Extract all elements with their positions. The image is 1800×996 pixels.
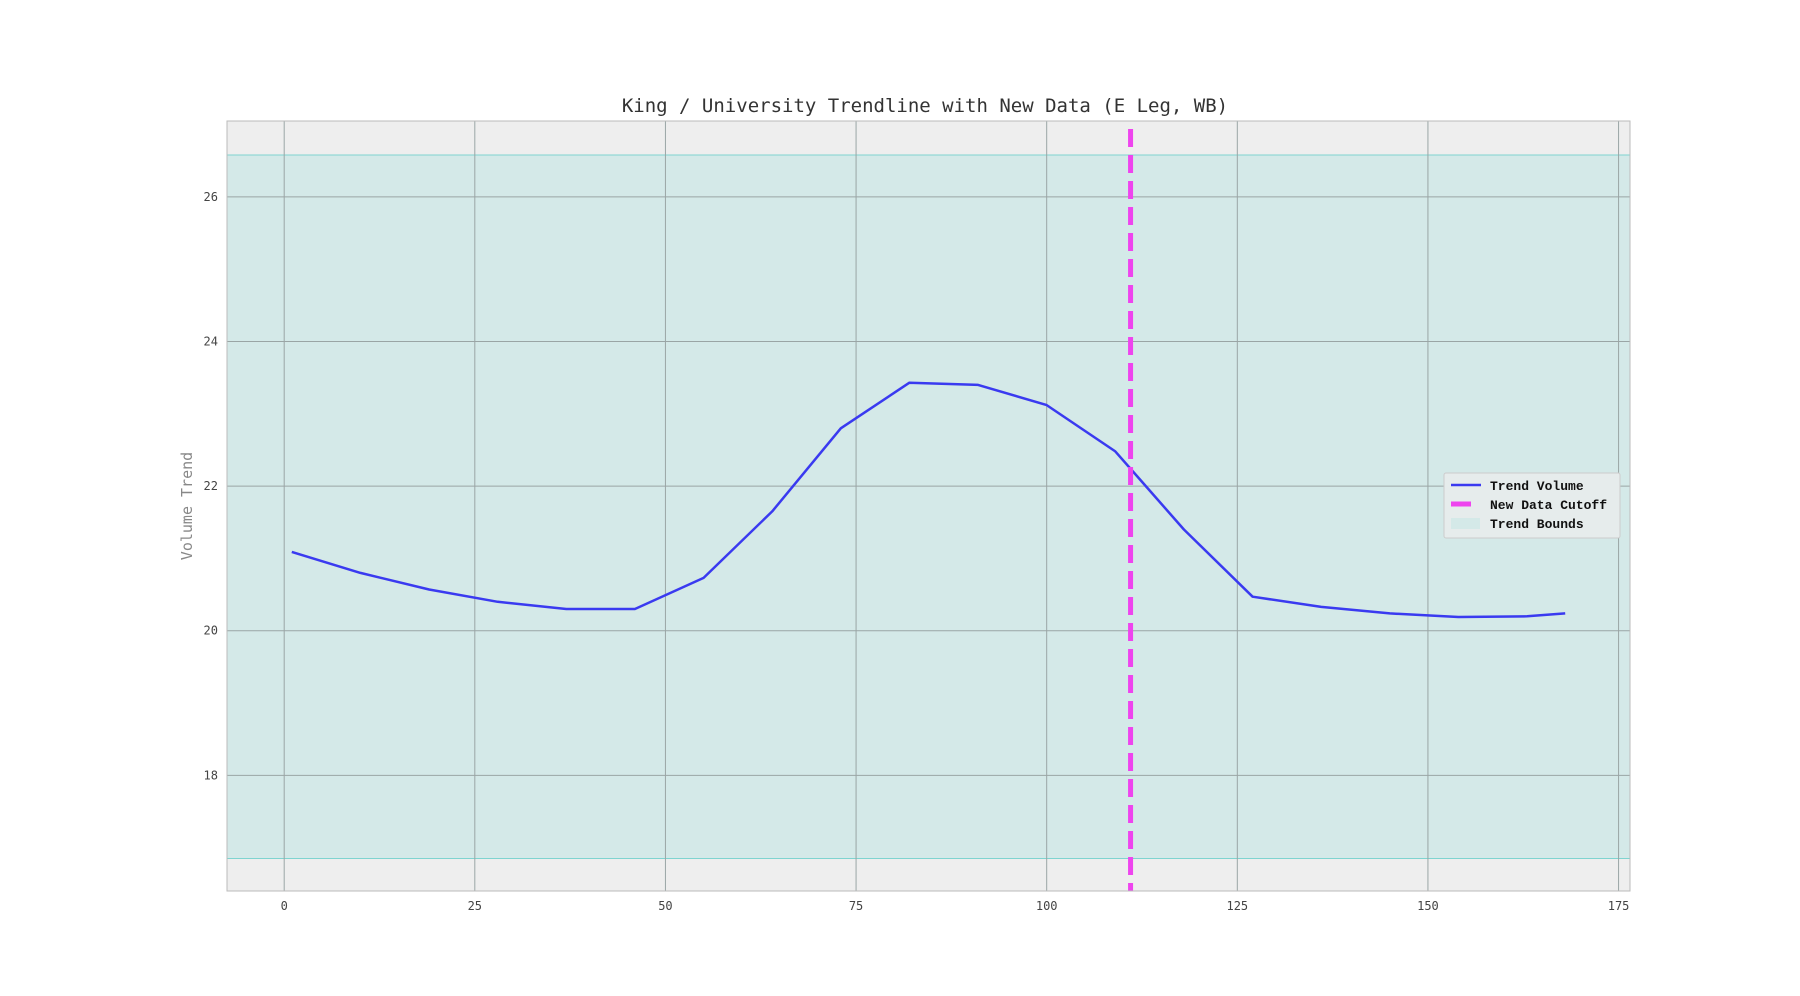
tick-label-layer: 0 25 50 75 100 125 150 175 18 20 22 24 26 (204, 190, 1630, 913)
series-layer (291, 381, 1566, 619)
trend-bounds-band (227, 154, 1630, 859)
x-tick-label: 125 (1226, 899, 1248, 913)
plot-frame (226, 120, 1631, 892)
x-tick-label: 0 (281, 899, 288, 913)
x-tick-label: 50 (658, 899, 672, 913)
x-tick-label: 150 (1417, 899, 1439, 913)
legend-frame (1443, 472, 1621, 539)
legend: Trend Volume New Data Cutoff Trend Bound… (1443, 472, 1621, 539)
legend-label-trend-volume: Trend Volume (1490, 479, 1584, 494)
legend-label-new-data-cutoff: New Data Cutoff (1490, 498, 1607, 513)
y-tick-label: 24 (204, 335, 218, 349)
x-tick-label: 25 (468, 899, 482, 913)
y-tick-label: 18 (204, 768, 218, 782)
y-tick-label: 22 (204, 479, 218, 493)
legend-label-trend-bounds: Trend Bounds (1490, 517, 1584, 532)
series-line-trend-volume (291, 381, 1566, 619)
x-tick-label: 100 (1036, 899, 1058, 913)
x-tick-label: 75 (849, 899, 863, 913)
legend-swatch-trend-bounds (1451, 518, 1480, 529)
y-axis-label: Volume Trend (178, 452, 196, 560)
x-tick-label: 175 (1608, 899, 1630, 913)
chart-title: King / University Trendline with New Dat… (622, 95, 1228, 117)
y-tick-label: 26 (204, 190, 218, 204)
trend-bounds-layer (227, 154, 1630, 859)
y-tick-label: 20 (204, 624, 218, 638)
